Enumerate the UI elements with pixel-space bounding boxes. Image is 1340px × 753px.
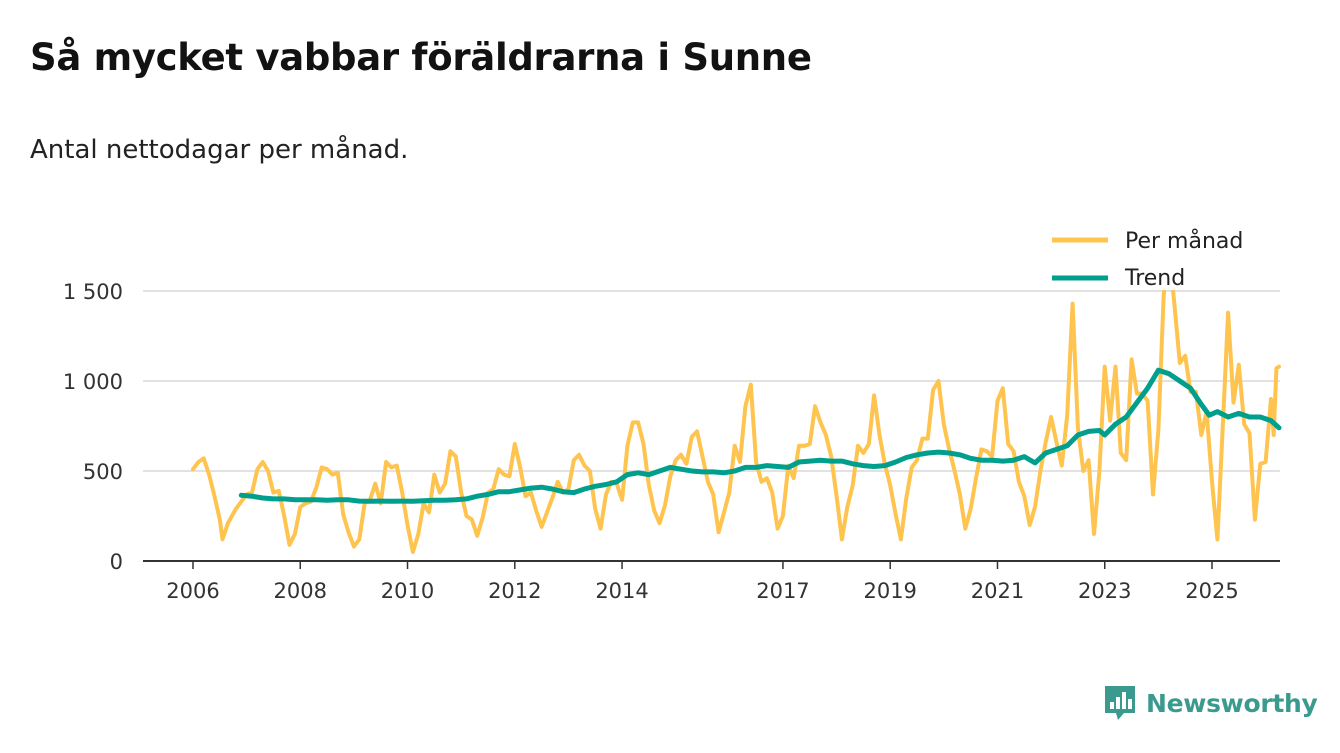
legend-label-per-manad: Per månad: [1125, 228, 1243, 254]
x-axis: 2006 2008 2010 2012 2014 2017 2019 2021 2023 2025: [143, 560, 1280, 603]
x-tick-label: 2010: [381, 579, 434, 603]
x-tick-label: 2012: [488, 579, 541, 603]
y-axis-ticks: 0 500 1 000 1 500: [63, 280, 123, 574]
x-tick-label: 2017: [756, 579, 809, 603]
brand-name: Newsworthy: [1146, 688, 1318, 718]
x-tick-label: 2023: [1078, 579, 1131, 603]
legend: Per månad Trend: [1052, 224, 1264, 291]
y-tick-label: 0: [110, 550, 123, 574]
x-tick-label: 2025: [1185, 579, 1238, 603]
legend-label-trend: Trend: [1124, 266, 1185, 291]
x-tick-label: 2008: [274, 579, 327, 603]
series-line-per-manad: [191, 247, 1281, 554]
newsworthy-logo: Newsworthy: [1102, 683, 1318, 723]
series-lines: [191, 247, 1282, 554]
y-tick-label: 500: [83, 460, 123, 484]
series-line-trend: [238, 367, 1282, 504]
x-tick-label: 2014: [595, 579, 648, 603]
chart-title: Så mycket vabbar föräldrarna i Sunne: [30, 36, 812, 79]
x-tick-label: 2019: [863, 579, 916, 603]
x-tick-label: 2006: [166, 579, 219, 603]
x-tick-label: 2021: [971, 579, 1024, 603]
chart-subtitle: Antal nettodagar per månad.: [30, 135, 409, 165]
legend-background: [1104, 224, 1264, 290]
grid-lines: [143, 290, 1280, 472]
y-tick-label: 1 000: [63, 370, 123, 394]
y-tick-label: 1 500: [63, 280, 123, 304]
newsworthy-logo-icon: [1105, 686, 1135, 720]
